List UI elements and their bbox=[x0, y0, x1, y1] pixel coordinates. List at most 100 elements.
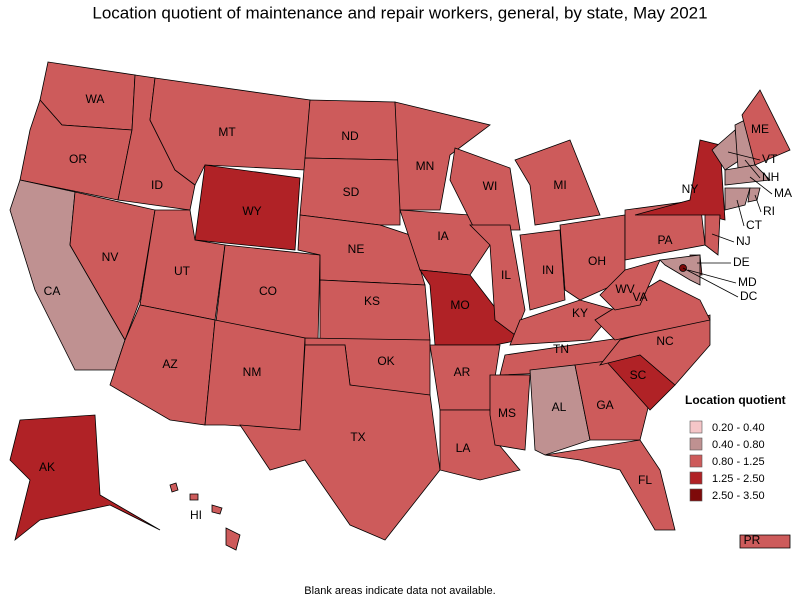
state-label: MN bbox=[416, 159, 435, 173]
state-label: MA bbox=[774, 186, 792, 200]
state-shape bbox=[599, 259, 661, 311]
state-shape bbox=[598, 314, 711, 386]
state-shape bbox=[194, 164, 301, 251]
state-shape bbox=[514, 139, 601, 226]
state-shape bbox=[704, 214, 721, 256]
state-shape bbox=[559, 214, 626, 301]
labels: WA OR CA NV ID MT WY UT CO AZ NM ND SD NE KS OK TX MN IA MO… bbox=[39, 92, 792, 547]
state-label: ND bbox=[341, 129, 359, 143]
state-label: PA bbox=[657, 233, 672, 247]
state-label: CA bbox=[44, 284, 61, 298]
state-shape bbox=[724, 187, 751, 211]
leader-line bbox=[711, 233, 735, 243]
state-label: SD bbox=[343, 185, 360, 199]
legend-label: 0.80 - 1.25 bbox=[712, 456, 765, 468]
state-label: NE bbox=[348, 242, 365, 256]
state-label: NH bbox=[762, 170, 779, 184]
state-shape bbox=[519, 229, 566, 311]
state-label: MO bbox=[450, 298, 469, 312]
state-label: TX bbox=[350, 430, 365, 444]
state-shape bbox=[529, 364, 591, 456]
state-label: MS bbox=[498, 406, 516, 420]
leader-line bbox=[749, 176, 773, 195]
legend-label: 2.50 - 3.50 bbox=[712, 490, 765, 502]
state-label: VT bbox=[762, 152, 778, 166]
state-label: NM bbox=[243, 365, 262, 379]
state-label: KS bbox=[364, 294, 380, 308]
state-shape bbox=[724, 164, 771, 186]
state-shape bbox=[544, 439, 676, 531]
state-label: LA bbox=[456, 441, 471, 455]
state-label: WV bbox=[615, 282, 634, 296]
leader-line bbox=[682, 267, 739, 298]
state-label: DE bbox=[733, 255, 750, 269]
leader-line bbox=[754, 194, 762, 213]
legend-label: 0.20 - 0.40 bbox=[712, 422, 765, 434]
state-label: PR bbox=[744, 533, 761, 547]
state-shape bbox=[169, 482, 179, 493]
state-label: IA bbox=[437, 229, 448, 243]
state-shape bbox=[741, 89, 791, 166]
state-label: UT bbox=[174, 264, 191, 278]
state-shape bbox=[747, 187, 761, 203]
state-shape bbox=[239, 344, 441, 541]
state-label: AR bbox=[454, 365, 471, 379]
state-label: MD bbox=[738, 275, 757, 289]
state-label: AZ bbox=[162, 357, 177, 371]
state-label: ME bbox=[751, 122, 769, 136]
legend-label: 1.25 - 2.50 bbox=[712, 473, 765, 485]
legend-title: Location quotient bbox=[685, 393, 786, 407]
state-shape bbox=[394, 101, 491, 211]
states bbox=[9, 61, 791, 551]
footnote: Blank areas indicate data not available. bbox=[304, 585, 495, 597]
state-label: NC bbox=[656, 334, 674, 348]
state-shape bbox=[399, 209, 491, 276]
state-label: DC bbox=[740, 289, 758, 303]
leader-line bbox=[736, 199, 745, 227]
legend-swatch bbox=[689, 437, 703, 451]
state-label: CT bbox=[746, 218, 763, 232]
legend-swatch bbox=[689, 488, 703, 502]
map-title: Location quotient of maintenance and rep… bbox=[92, 3, 707, 22]
state-label: IN bbox=[542, 263, 554, 277]
state-shape bbox=[594, 279, 711, 341]
state-label: RI bbox=[763, 204, 775, 218]
state-label: VA bbox=[632, 290, 647, 304]
state-label: HI bbox=[190, 508, 202, 522]
state-label: WA bbox=[86, 92, 105, 106]
state-label: NJ bbox=[736, 234, 751, 248]
legend-swatch bbox=[689, 420, 703, 434]
legend-label: 0.40 - 0.80 bbox=[712, 439, 765, 451]
legend-swatch bbox=[689, 454, 703, 468]
state-shape bbox=[211, 504, 223, 515]
state-label: TN bbox=[553, 342, 569, 356]
state-shape bbox=[225, 527, 241, 551]
state-shape bbox=[299, 157, 401, 226]
state-label: GA bbox=[596, 398, 613, 412]
state-shape bbox=[489, 374, 531, 451]
state-label: CO bbox=[259, 284, 277, 298]
state-label: OR bbox=[69, 152, 87, 166]
state-label: AK bbox=[39, 460, 55, 474]
state-shape bbox=[739, 534, 791, 549]
state-shape bbox=[9, 414, 161, 542]
state-label: SC bbox=[630, 368, 647, 382]
state-shape bbox=[189, 493, 199, 501]
state-label: OH bbox=[588, 254, 606, 268]
leader-line bbox=[744, 159, 761, 179]
state-shape bbox=[319, 279, 431, 341]
state-label: NY bbox=[682, 182, 699, 196]
state-label: NV bbox=[102, 250, 119, 264]
state-label: FL bbox=[638, 473, 652, 487]
state-shape bbox=[69, 191, 156, 341]
state-label: ID bbox=[151, 178, 163, 192]
state-label: OK bbox=[377, 354, 394, 368]
state-label: WY bbox=[242, 204, 261, 218]
state-label: MT bbox=[218, 125, 236, 139]
leader-line bbox=[727, 151, 761, 161]
leader-line bbox=[687, 269, 737, 284]
state-label: IL bbox=[501, 268, 511, 282]
state-label: WI bbox=[483, 179, 498, 193]
legend-swatch bbox=[689, 471, 703, 485]
